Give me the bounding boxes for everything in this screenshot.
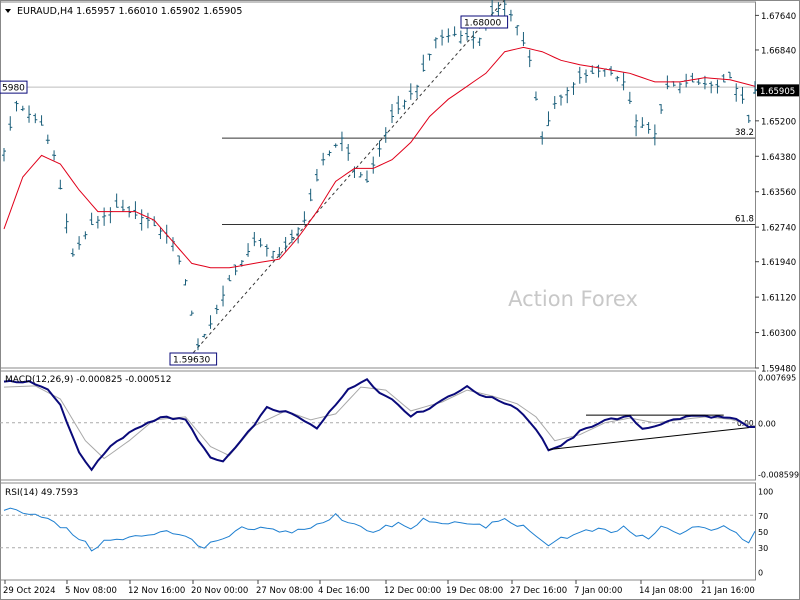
time-tick-label: 27 Nov 08:00 (256, 586, 313, 596)
price-tick-label: 1.61120 (761, 294, 796, 304)
macd-line (3, 378, 755, 472)
rsi-frame (0, 482, 756, 581)
macd-trendline (548, 427, 749, 451)
macd-tick-label: 0.007695 (758, 374, 796, 383)
watermark: Action Forex (508, 287, 638, 311)
price-tick-label: 1.64380 (761, 153, 796, 163)
high-price-label: 1.68000 (464, 19, 501, 29)
rsi-pane: 100 70 50 30 0 RSI(14) 49.7593 (0, 482, 773, 581)
time-axis: 29 Oct 2024 5 Nov 08:00 12 Nov 16:00 20 Nov… (3, 580, 755, 596)
low-price-label: 1.59630 (173, 356, 210, 366)
rsi-line (3, 507, 756, 552)
rsi-tick-label: 70 (758, 512, 768, 521)
time-tick-label: 4 Dec 16:00 (318, 586, 370, 596)
moving-average-line (3, 46, 756, 269)
time-tick-label: 12 Dec 00:00 (384, 586, 441, 596)
left-level-label: 5980 (2, 84, 25, 94)
macd-title: MACD(12,26,9) -0.000825 -0.000512 (5, 375, 171, 385)
price-tick-label: 1.66840 (761, 46, 796, 56)
price-tick-label: 1.61940 (761, 258, 796, 268)
dashed-trendline (185, 0, 506, 362)
price-tick-label: 1.62740 (761, 224, 796, 234)
rsi-tick-label: 0 (758, 569, 763, 578)
price-tick-label: 1.67640 (761, 12, 796, 22)
fib-level-label: 61.8 (735, 215, 754, 225)
price-tick-label: 1.63560 (761, 188, 796, 198)
macd-signal-line (3, 385, 756, 460)
time-tick-label: 27 Dec 16:00 (510, 586, 567, 596)
time-tick-label: 29 Oct 2024 (3, 586, 56, 596)
time-tick-label: 12 Nov 16:00 (128, 586, 185, 596)
low-price-label-box (169, 352, 218, 366)
price-tick-label: 1.59480 (761, 365, 796, 375)
time-tick-label: 5 Nov 08:00 (65, 586, 117, 596)
time-tick-label: 20 Nov 00:00 (191, 586, 248, 596)
macd-tick-label: -0.008599 (758, 471, 799, 480)
price-tick-label: 1.60300 (761, 329, 796, 339)
time-tick-label: 7 Jan 00:00 (574, 586, 622, 596)
rsi-tick-label: 50 (758, 528, 768, 537)
price-pane: 1.676401.668401.659201.652001.643801.635… (0, 0, 799, 375)
time-tick-label: 19 Dec 08:00 (446, 586, 503, 596)
last-price-label: 1.65905 (760, 87, 795, 97)
macd-frame (0, 370, 756, 481)
left-level-box (0, 80, 28, 94)
main-frame (0, 1, 756, 369)
time-tick-label: 14 Jan 08:00 (639, 586, 693, 596)
high-price-label-box (460, 15, 509, 29)
chart-header: EURAUD,H4 1.65957 1.66010 1.65902 1.6590… (17, 6, 242, 17)
price-tick-label: 1.65200 (761, 117, 796, 127)
time-tick-label: 21 Jan 16:00 (701, 586, 755, 596)
macd-zero-label: 0.00 (758, 419, 776, 428)
rsi-tick-label: 100 (758, 488, 773, 497)
rsi-title: RSI(14) 49.7593 (5, 488, 78, 498)
caret-down-icon[interactable] (5, 9, 11, 13)
rsi-tick-label: 30 (758, 544, 768, 553)
fib-level-label: 38.2 (735, 128, 754, 138)
last-price-box (757, 84, 799, 97)
